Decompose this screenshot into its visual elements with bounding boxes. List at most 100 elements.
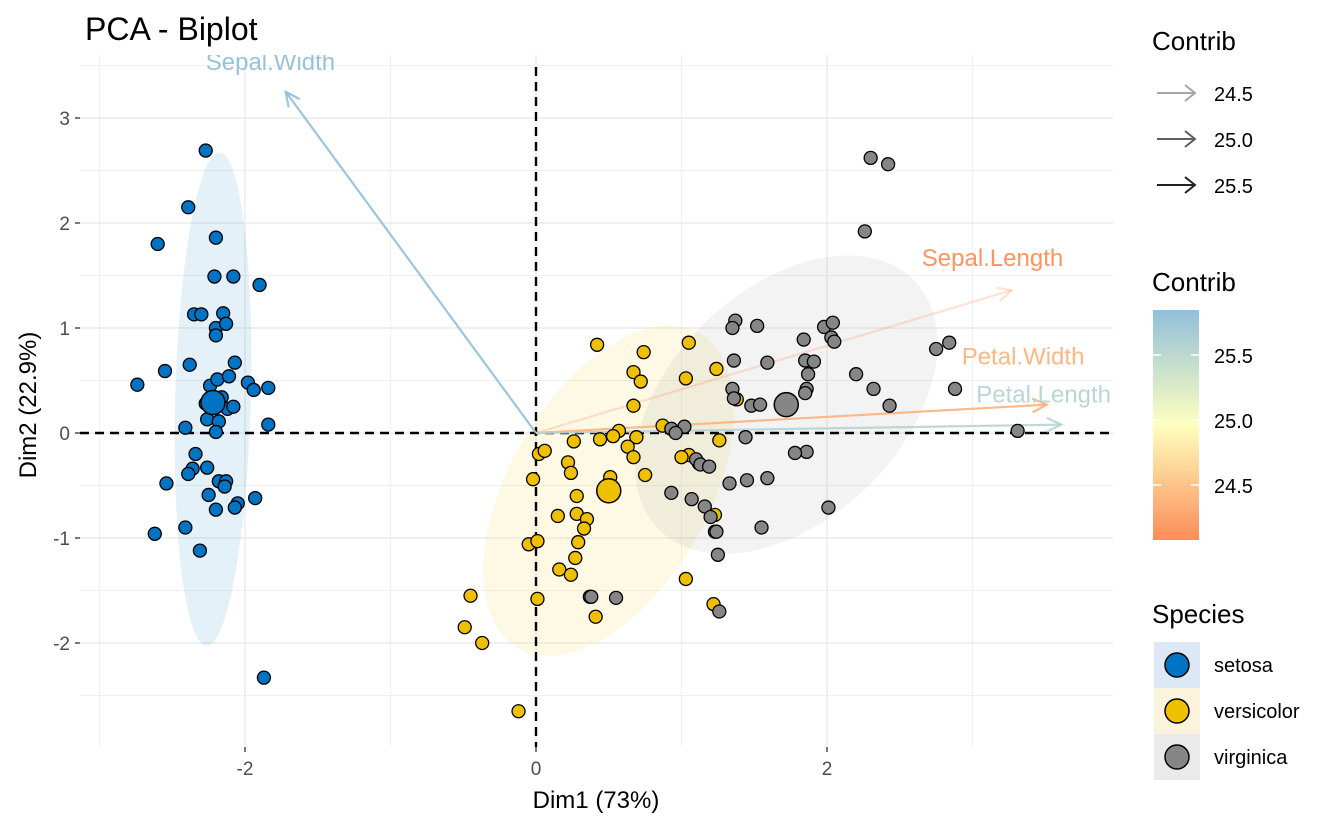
legend-arrow-keys: [1157, 84, 1197, 194]
point-virginica: [726, 353, 742, 368]
point-versicolor: [674, 449, 689, 465]
point-setosa: [181, 200, 196, 215]
arrowhead-sepal-length: [995, 286, 1015, 302]
point-setosa: [226, 399, 241, 414]
point-setosa: [198, 143, 213, 158]
point-versicolor: [530, 591, 545, 607]
point-setosa: [256, 670, 272, 685]
point-versicolor: [678, 371, 694, 386]
point-virginica: [664, 485, 679, 501]
point-virginica: [750, 318, 765, 334]
point-setosa: [178, 520, 193, 535]
point-virginica: [866, 381, 881, 397]
legend-contrib-arrows: Contrib 24.5 25.0 25.5: [1152, 26, 1253, 198]
y-tick-label: -1: [53, 529, 70, 550]
point-setosa: [159, 476, 174, 491]
point-versicolor: [571, 535, 586, 550]
point-versicolor: [605, 428, 621, 444]
point-setosa: [226, 269, 241, 284]
legend-arrow-label-2: 25.0: [1214, 130, 1253, 152]
point-virginica: [942, 335, 957, 350]
point-virginica: [947, 381, 963, 397]
point-setosa: [192, 543, 208, 558]
legend-contrib-gradient: Contrib 25.5 25.0 24.5: [1152, 267, 1253, 540]
point-setosa: [227, 355, 242, 370]
point-versicolor: [709, 361, 724, 377]
point-setosa: [248, 490, 263, 506]
point-virginica: [584, 589, 599, 604]
axis-ticks: -2 0 2 -2 -1 0 1 2 3: [53, 109, 832, 780]
point-virginica: [703, 509, 718, 525]
point-setosa: [208, 502, 224, 517]
variable-labels: Sepal.Width Sepal.Length Petal.Width Petal.…: [206, 55, 1111, 409]
point-virginica: [738, 430, 753, 445]
variable-label-petal-width: Petal.Width: [962, 344, 1085, 371]
point-versicolor: [637, 467, 653, 483]
point-virginica: [760, 355, 775, 370]
point-setosa: [261, 417, 276, 432]
colorbar-label-3: 24.5: [1214, 476, 1253, 498]
point-versicolor: [626, 364, 641, 380]
point-setosa: [217, 479, 232, 494]
point-setosa: [181, 466, 196, 482]
point-virginica: [709, 524, 724, 539]
legend-contrib-arrows-title: Contrib: [1152, 26, 1236, 56]
legend-contrib-gradient-title: Contrib: [1152, 267, 1236, 297]
y-tick-label: -2: [53, 634, 70, 655]
y-tick-label: 3: [59, 109, 70, 130]
point-virginica: [1010, 423, 1025, 439]
point-versicolor: [530, 534, 545, 549]
point-versicolor: [525, 472, 541, 487]
y-tick-label: 1: [59, 319, 70, 340]
centroid-versicolor: [596, 478, 622, 504]
point-setosa: [246, 382, 261, 398]
legend-species-title: Species: [1152, 599, 1245, 629]
point-virginica: [725, 320, 740, 336]
point-virginica: [928, 341, 944, 357]
point-setosa: [194, 307, 209, 322]
point-setosa: [208, 230, 224, 245]
point-versicolor: [457, 620, 472, 635]
point-virginica: [760, 470, 775, 486]
point-versicolor: [681, 335, 696, 350]
point-versicolor: [678, 571, 694, 587]
point-versicolor: [463, 588, 478, 603]
legend-arrow-label-3: 25.5: [1214, 176, 1253, 198]
legend-arrow-label-1: 24.5: [1214, 84, 1253, 106]
point-virginica: [857, 224, 872, 239]
legend-label-virginica: virginica: [1214, 747, 1288, 769]
point-setosa: [252, 277, 267, 293]
legend-arrow-head: [1184, 176, 1197, 194]
point-versicolor: [511, 704, 526, 719]
legend-key-setosa: [1164, 652, 1190, 678]
centroid-virginica: [773, 391, 800, 418]
point-setosa: [208, 424, 224, 440]
point-virginica: [668, 425, 683, 441]
point-virginica: [684, 491, 699, 507]
point-virginica: [726, 391, 742, 406]
colorbar-label-1: 25.5: [1214, 346, 1253, 368]
point-virginica: [752, 397, 768, 412]
variable-label-petal-length: Petal.Length: [976, 382, 1111, 409]
point-versicolor: [566, 434, 581, 449]
point-setosa: [147, 526, 162, 541]
point-setosa: [207, 269, 222, 284]
point-versicolor: [626, 449, 641, 465]
arrowhead-sepal-width: [284, 89, 301, 108]
point-setosa: [150, 236, 165, 252]
point-versicolor: [589, 337, 605, 352]
chart-title: PCA - Biplot: [85, 11, 258, 47]
colorbar-label-2: 25.0: [1214, 411, 1253, 433]
point-versicolor: [550, 508, 565, 524]
point-virginica: [739, 473, 755, 488]
points: [130, 143, 1025, 719]
x-axis-title: Dim1 (73%): [533, 787, 660, 814]
point-setosa: [261, 380, 276, 396]
point-virginica: [722, 476, 737, 491]
x-tick-label: 2: [822, 759, 833, 780]
point-virginica: [712, 604, 727, 619]
legend-label-versicolor: versicolor: [1214, 701, 1300, 723]
contrib-colorbar: [1153, 310, 1199, 540]
point-setosa: [221, 369, 237, 384]
